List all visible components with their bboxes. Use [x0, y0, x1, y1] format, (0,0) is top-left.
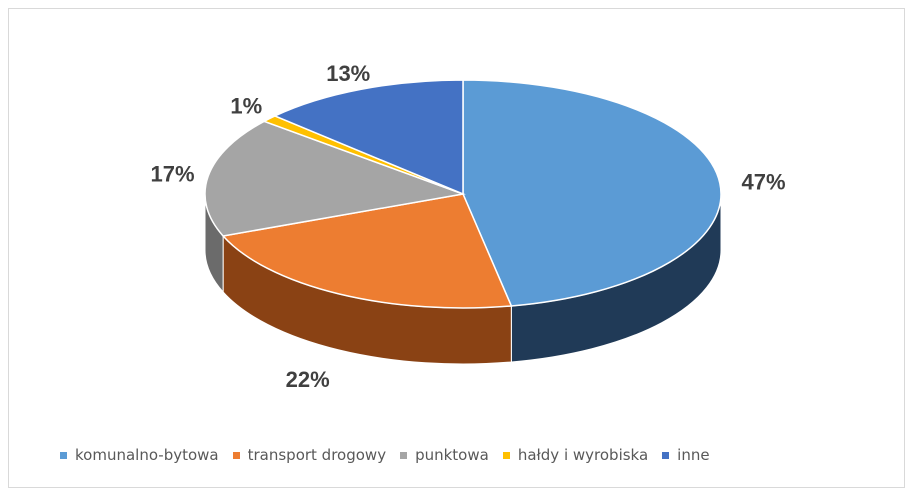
legend-swatch	[60, 451, 67, 459]
legend-item: komunalno-bytowa	[60, 446, 219, 464]
legend-item: inne	[662, 446, 710, 464]
chart-legend: komunalno-bytowa transport drogowy punktow…	[60, 446, 900, 464]
legend-swatch	[400, 451, 408, 459]
legend-item: punktowa	[400, 446, 489, 464]
legend-label: inne	[677, 446, 710, 464]
pie-slice	[221, 193, 513, 309]
pie-slice	[462, 79, 722, 307]
data-label: 47%	[741, 169, 785, 194]
legend-item: transport drogowy	[232, 446, 387, 464]
legend-swatch	[662, 451, 670, 459]
pie-slice	[273, 79, 464, 196]
data-label: 17%	[150, 162, 194, 187]
data-label: 1%	[230, 94, 262, 119]
pie-slice	[204, 120, 466, 237]
legend-label: punktowa	[415, 446, 489, 464]
legend-swatch	[502, 451, 510, 459]
pie-top	[204, 79, 722, 309]
legend-label: transport drogowy	[247, 446, 387, 464]
data-label: 13%	[326, 61, 370, 86]
data-label: 22%	[286, 367, 330, 392]
legend-label: hałdy i wyrobiska	[517, 446, 649, 464]
legend-item: hałdy i wyrobiska	[502, 446, 649, 464]
legend-swatch	[232, 451, 240, 459]
legend-label: komunalno-bytowa	[75, 446, 219, 464]
